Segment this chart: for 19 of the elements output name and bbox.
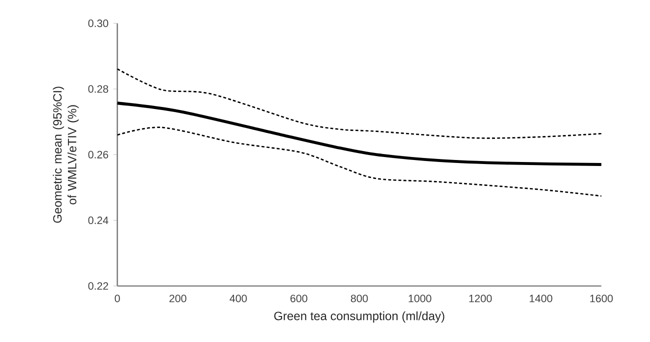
x-tick-label: 200: [169, 294, 186, 302]
line-series: [116, 102, 603, 166]
y-tick-label: 0.30: [88, 20, 108, 28]
y-tick-label: 0.28: [88, 85, 108, 93]
x-tick-label: 1000: [408, 294, 432, 302]
y-tick-label: 0.26: [88, 150, 108, 158]
x-tick-label: 1200: [469, 294, 492, 302]
x-tick-label: 1400: [530, 294, 552, 302]
x-tick-label: 0: [114, 294, 120, 302]
line-series: [116, 126, 602, 197]
x-tick-label: 1600: [590, 294, 613, 302]
x-axis-title: Green tea consumption (ml/day): [274, 311, 444, 323]
y-tick-label: 0.22: [88, 282, 108, 290]
y-tick-label: 0.24: [88, 216, 108, 224]
y-axis-title: Geometric mean (95%CI) of WMLV/eTIV (%): [52, 86, 79, 223]
x-tick-label: 600: [290, 294, 308, 302]
line-series: [116, 68, 602, 139]
x-tick-label: 400: [230, 294, 247, 302]
x-tick-label: 800: [350, 294, 368, 302]
